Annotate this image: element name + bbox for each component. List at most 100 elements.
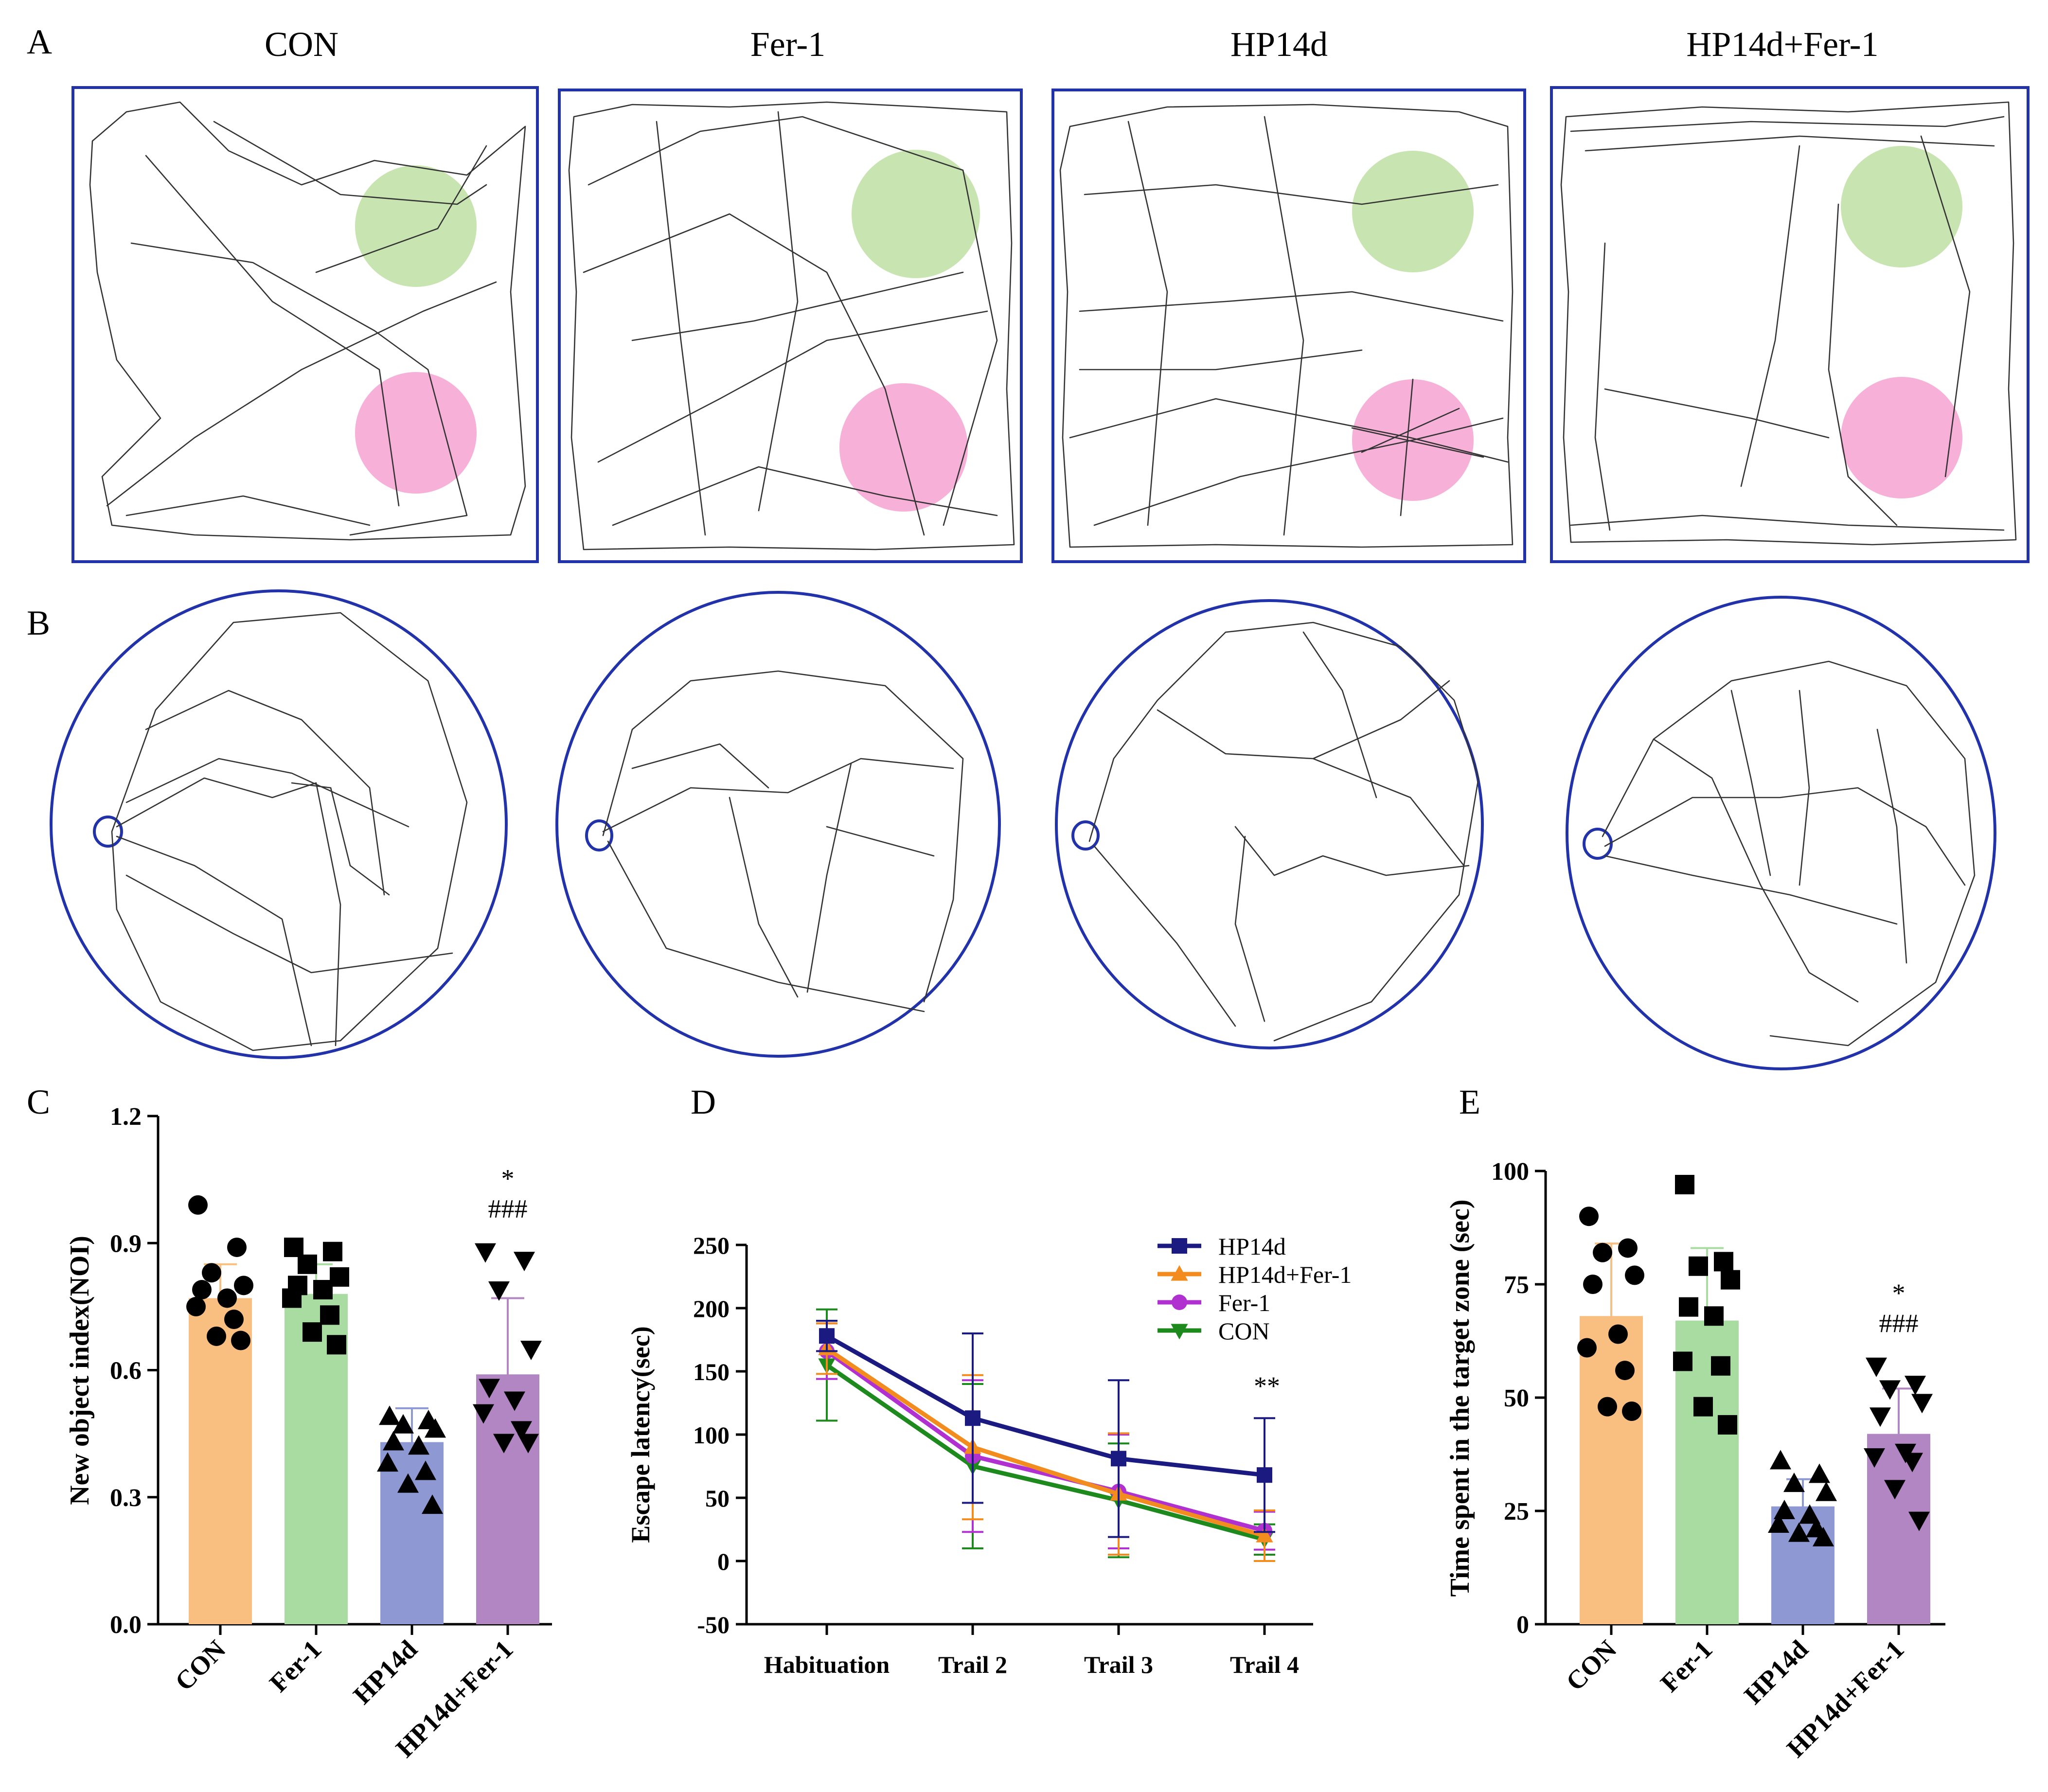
- data-point: [1579, 1206, 1599, 1226]
- data-point: [202, 1263, 221, 1283]
- group-title-hp14d-fer1: HP14d+Fer-1: [1686, 25, 1878, 64]
- series-line: [825, 1349, 1265, 1533]
- panel-letter-d: D: [691, 1082, 716, 1121]
- y-tick-label: 50: [1504, 1384, 1529, 1412]
- panel-letter-b: B: [27, 603, 50, 642]
- data-point: [320, 1305, 339, 1325]
- platform-marker: [93, 816, 123, 848]
- y-tick-label: 100: [693, 1421, 730, 1449]
- x-tick-label: HP14d: [1739, 1634, 1814, 1710]
- chart-e-yticks: 0 25 50 75 100: [1491, 1158, 1546, 1639]
- chart-c-yticks: 0.0 0.3 0.6 0.9 1.2: [110, 1103, 158, 1639]
- y-tick-label: 100: [1491, 1158, 1529, 1186]
- data-point: [379, 1405, 400, 1425]
- chart-d-ylabel: Escape latency(sec): [626, 1326, 655, 1543]
- y-tick-label: 200: [693, 1295, 730, 1322]
- x-tick-label: CON: [169, 1634, 231, 1696]
- bar-con: [189, 1298, 252, 1624]
- series-hp14d: [816, 1320, 1275, 1538]
- data-point: [227, 1237, 247, 1257]
- y-tick-label: 50: [705, 1485, 730, 1512]
- data-point: [1809, 1463, 1830, 1483]
- data-point: [303, 1322, 322, 1342]
- chart-e-target-zone-time: Time spent in the target zone (sec) 0 25 5…: [1445, 1158, 1945, 1763]
- group-title-hp14d: HP14d: [1230, 25, 1328, 64]
- chart-e-annotations: *###: [1879, 1278, 1919, 1338]
- green-object-zone: [355, 165, 477, 287]
- data-point: [1866, 1357, 1887, 1377]
- data-point: [1679, 1297, 1698, 1317]
- x-tick-label: Trail 3: [1084, 1651, 1153, 1678]
- data-point: [1675, 1174, 1694, 1194]
- x-tick-label: Trail 2: [938, 1651, 1007, 1678]
- legend-label: Fer-1: [1218, 1289, 1270, 1316]
- pink-object-zone: [355, 372, 477, 494]
- x-tick-label: CON: [1560, 1634, 1622, 1696]
- chart-d-escape-latency: Escape latency(sec) -50 0 50 100 150 200 250 H…: [626, 1232, 1352, 1678]
- data-point: [965, 1410, 980, 1426]
- data-point: [1884, 1480, 1906, 1500]
- chart-d-xlabels: Habituation Trail 2 Trail 3 Trail 4: [764, 1624, 1299, 1678]
- data-point: [1908, 1511, 1930, 1531]
- data-point: [383, 1431, 404, 1451]
- data-point: [1693, 1397, 1713, 1417]
- significance-label: ###: [1879, 1309, 1919, 1338]
- panel-a-arena-con: [71, 86, 539, 563]
- y-tick-label: 0: [717, 1548, 730, 1575]
- chart-c-noi: New object index(NOI) 0.0 0.3 0.6 0.9 1.2 CO…: [65, 1103, 552, 1763]
- data-point: [408, 1435, 429, 1455]
- data-point: [1608, 1324, 1628, 1344]
- data-point: [425, 1418, 446, 1438]
- data-point: [1788, 1522, 1810, 1542]
- data-point: [1783, 1473, 1805, 1492]
- legend-marker: [1171, 1265, 1188, 1281]
- panel-b-pool-con: [50, 589, 508, 1059]
- data-point: [188, 1195, 208, 1215]
- data-point: [415, 1460, 436, 1480]
- data-point: [1257, 1467, 1272, 1483]
- data-point: [819, 1328, 835, 1344]
- data-point: [1813, 1526, 1834, 1546]
- data-point: [475, 1243, 496, 1263]
- data-point: [1770, 1450, 1791, 1470]
- panel-letter-e: E: [1459, 1082, 1480, 1121]
- data-point: [1256, 1526, 1273, 1543]
- data-point: [323, 1242, 342, 1261]
- platform-marker: [1071, 820, 1100, 851]
- significance-label: *: [501, 1164, 515, 1193]
- data-point: [473, 1404, 494, 1424]
- data-point: [1902, 1453, 1923, 1473]
- x-tick-label: HP14d: [348, 1634, 423, 1710]
- data-point: [488, 1281, 510, 1301]
- y-tick-label: 150: [693, 1358, 730, 1385]
- data-point: [1911, 1394, 1933, 1414]
- legend-label: HP14d: [1218, 1233, 1286, 1260]
- panel-b-pool-hp14d: [1055, 599, 1484, 1049]
- data-point: [1768, 1513, 1789, 1533]
- significance-label: **: [1254, 1371, 1280, 1401]
- series-line: [825, 1347, 1265, 1538]
- data-point: [282, 1288, 302, 1308]
- data-point: [217, 1288, 237, 1308]
- chart-c-annotations: *###: [488, 1164, 528, 1224]
- data-point: [1622, 1401, 1641, 1421]
- data-point: [1598, 1397, 1617, 1417]
- y-tick-label: 1.2: [110, 1103, 142, 1131]
- chart-e-points: [1577, 1174, 1933, 1546]
- data-point: [1111, 1451, 1126, 1467]
- pink-object-zone: [839, 383, 968, 512]
- green-object-zone: [1352, 151, 1474, 272]
- legend-marker: [1171, 1324, 1188, 1340]
- data-point: [392, 1414, 414, 1434]
- panel-a-arena-hp14d: [1051, 89, 1526, 563]
- chart-d-annotations: **: [1254, 1371, 1280, 1401]
- data-point: [1816, 1481, 1837, 1501]
- data-point: [1615, 1361, 1635, 1381]
- data-point: [207, 1326, 226, 1346]
- panel-b-pool-hp14d-fer1: [1566, 596, 1996, 1070]
- chart-c-bars: [189, 1294, 539, 1624]
- series-line: [825, 1363, 1265, 1542]
- data-point: [1879, 1380, 1901, 1400]
